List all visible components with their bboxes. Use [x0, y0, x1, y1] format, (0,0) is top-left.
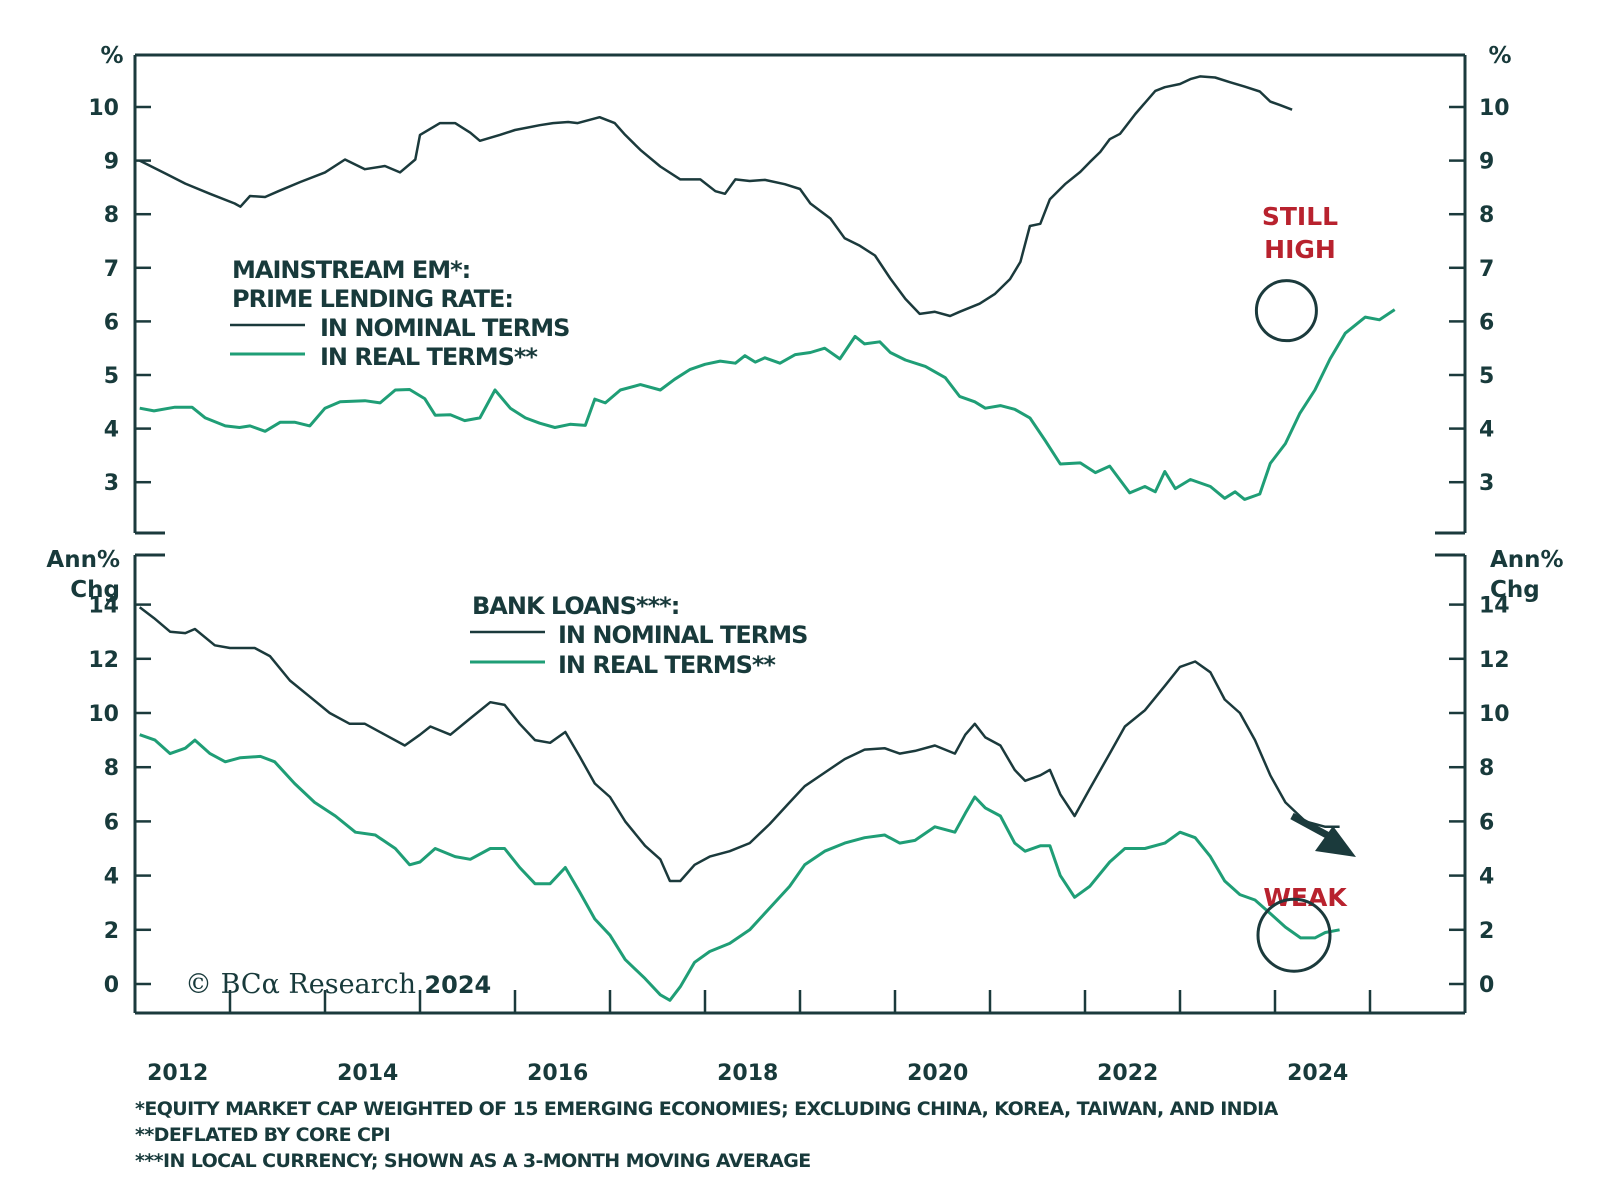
copyright-text: © BCα Research 2024 [185, 969, 491, 1000]
bottom-legend-nominal-label: IN NOMINAL TERMS [558, 621, 807, 649]
top-legend-title-2: PRIME LENDING RATE: [232, 285, 513, 313]
bottom-right-ytick-label: 10 [1479, 702, 1510, 727]
top-legend-nominal-label: IN NOMINAL TERMS [320, 314, 569, 342]
bottom-left-ytick-label: 12 [88, 648, 119, 673]
top-right-ytick-label: 9 [1479, 150, 1494, 175]
bottom-left-ytick-label: 4 [104, 865, 119, 890]
top-left-ytick-label: 9 [104, 150, 119, 175]
top-left-ytick-label: 10 [88, 96, 119, 121]
top-left-ytick-label: 6 [104, 310, 119, 335]
top-right-ytick-label: 6 [1479, 310, 1494, 335]
x-tick-label: 2018 [717, 1061, 778, 1086]
top-right-unit-label: % [1488, 43, 1511, 69]
bottom-right-ytick-label: 2 [1479, 919, 1494, 944]
bottom-right-ytick-label: 4 [1479, 865, 1494, 890]
x-tick-labels: 2012 2014 2016 2018 2020 2022 2024 [147, 1061, 1348, 1086]
top-right-ytick-label: 7 [1479, 257, 1494, 282]
footnote-3: ***IN LOCAL CURRENCY; SHOWN AS A 3-MONTH… [135, 1150, 811, 1172]
still-high-annotation-line1: STILL [1262, 202, 1338, 231]
still-high-circle [1254, 279, 1318, 343]
x-tick-label: 2016 [527, 1061, 588, 1086]
bottom-legend-title: BANK LOANS***: [472, 592, 679, 620]
bottom-right-ytick-label: 6 [1479, 810, 1494, 835]
weak-circle [1256, 897, 1332, 973]
bottom-legend-real-label: IN REAL TERMS** [558, 651, 776, 679]
top-real-line [139, 308, 1396, 501]
bottom-real-line [139, 733, 1340, 1002]
bottom-right-ytick-label: 12 [1479, 648, 1510, 673]
top-left-ytick-label: 5 [104, 364, 119, 389]
top-left-unit-label: % [100, 43, 123, 69]
bottom-left-ytick-label: 0 [104, 973, 119, 998]
bottom-left-ytick-label: 10 [88, 702, 119, 727]
bottom-left-ytick-label: 8 [104, 756, 119, 781]
axis-ticks: 3 3 4 4 5 5 6 6 7 7 8 8 9 9 10 10 0 0 2 2 4 4 6 6 8 8 10 10 12 12 14 14 [88, 96, 1510, 1013]
top-left-ytick-label: 7 [104, 257, 119, 282]
down-arrow-icon [1290, 812, 1356, 857]
top-left-ytick-label: 4 [104, 418, 119, 443]
bottom-right-ytick-label: 8 [1479, 756, 1494, 781]
x-tick-label: 2014 [337, 1061, 398, 1086]
top-right-ytick-label: 5 [1479, 364, 1494, 389]
x-tick-label: 2012 [147, 1061, 208, 1086]
bottom-right-ytick-label: 0 [1479, 973, 1494, 998]
top-left-ytick-label: 8 [104, 203, 119, 228]
bottom-left-ytick-label: 6 [104, 810, 119, 835]
bottom-nominal-line [138, 606, 1340, 883]
bottom-right-unit-label-line2: Chg [1490, 577, 1540, 603]
bottom-left-ytick-label: 14 [88, 594, 119, 619]
weak-annotation: WEAK [1263, 883, 1348, 912]
top-legend-title-1: MAINSTREAM EM*: [232, 256, 470, 284]
top-right-ytick-label: 3 [1479, 471, 1494, 496]
still-high-annotation-line2: HIGH [1264, 235, 1336, 264]
top-right-ytick-label: 4 [1479, 418, 1494, 443]
top-nominal-line [139, 75, 1293, 318]
bottom-right-unit-label-line1: Ann% [1490, 547, 1564, 573]
series-lines [138, 75, 1396, 1002]
footnote-1: *EQUITY MARKET CAP WEIGHTED OF 15 EMERGI… [135, 1098, 1279, 1120]
top-left-ytick-label: 3 [104, 471, 119, 496]
x-tick-label: 2024 [1287, 1061, 1348, 1086]
top-right-ytick-label: 10 [1479, 96, 1510, 121]
bottom-left-unit-label-line2: Chg [70, 577, 120, 603]
bottom-left-ytick-label: 2 [104, 919, 119, 944]
bottom-right-ytick-label: 14 [1479, 594, 1510, 619]
top-right-ytick-label: 8 [1479, 203, 1494, 228]
bottom-left-unit-label-line1: Ann% [46, 547, 120, 573]
footnote-2: **DEFLATED BY CORE CPI [135, 1124, 390, 1146]
x-tick-label: 2020 [907, 1061, 968, 1086]
top-legend-real-label: IN REAL TERMS** [320, 343, 538, 371]
x-tick-label: 2022 [1097, 1061, 1158, 1086]
